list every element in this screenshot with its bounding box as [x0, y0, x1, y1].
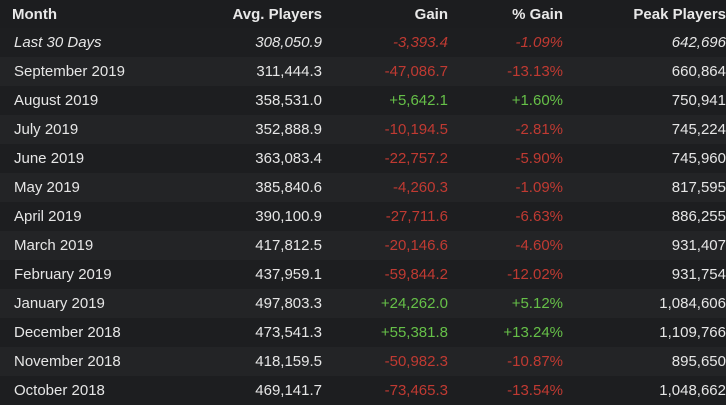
month-cell: February 2019 [14, 266, 112, 283]
month-cell: Last 30 Days [14, 34, 102, 51]
pct-gain-cell: -1.09% [515, 34, 563, 51]
table-row: Last 30 Days 308,050.9 -3,393.4 -1.09% 642,6… [0, 28, 726, 57]
gain-cell: -20,146.6 [384, 237, 448, 254]
avg-players-cell: 308,050.9 [255, 34, 322, 51]
avg-players-cell: 437,959.1 [255, 266, 322, 283]
month-cell: November 2018 [14, 353, 121, 370]
peak-players-cell: 642,696 [671, 34, 726, 51]
gain-cell: -47,086.7 [384, 63, 448, 80]
header-gain[interactable]: Gain [414, 5, 448, 23]
pct-gain-cell: +13.24% [503, 324, 563, 341]
peak-players-cell: 1,084,606 [659, 295, 726, 312]
header-pct-gain[interactable]: % Gain [512, 5, 563, 23]
peak-players-cell: 886,255 [671, 208, 726, 225]
avg-players-cell: 352,888.9 [255, 121, 322, 138]
gain-cell: -59,844.2 [384, 266, 448, 283]
peak-players-cell: 1,048,662 [659, 382, 726, 399]
gain-cell: -22,757.2 [384, 150, 448, 167]
table-row: July 2019 352,888.9 -10,194.5 -2.81% 745,224 [0, 115, 726, 144]
pct-gain-cell: +5.12% [511, 295, 563, 312]
table-row: August 2019 358,531.0 +5,642.1 +1.60% 750,94… [0, 86, 726, 115]
table-body: Last 30 Days 308,050.9 -3,393.4 -1.09% 642,6… [0, 28, 726, 405]
avg-players-cell: 473,541.3 [255, 324, 322, 341]
peak-players-cell: 931,754 [671, 266, 726, 283]
gain-cell: +24,262.0 [380, 295, 448, 312]
month-cell: July 2019 [14, 121, 79, 138]
table-row: March 2019 417,812.5 -20,146.6 -4.60% 931,40… [0, 231, 726, 260]
month-cell: December 2018 [14, 324, 121, 341]
table-row: October 2018 469,141.7 -73,465.3 -13.54% 1,0… [0, 376, 726, 405]
gain-cell: +5,642.1 [389, 92, 448, 109]
month-cell: October 2018 [14, 382, 105, 399]
gain-cell: -3,393.4 [392, 34, 448, 51]
avg-players-cell: 418,159.5 [255, 353, 322, 370]
month-cell: May 2019 [14, 179, 80, 196]
gain-cell: +55,381.8 [380, 324, 448, 341]
avg-players-cell: 390,100.9 [255, 208, 322, 225]
table-row: December 2018 473,541.3 +55,381.8 +13.24% 1,… [0, 318, 726, 347]
avg-players-cell: 363,083.4 [255, 150, 322, 167]
month-cell: September 2019 [14, 63, 125, 80]
pct-gain-cell: -4.60% [515, 237, 563, 254]
month-cell: April 2019 [14, 208, 82, 225]
peak-players-cell: 1,109,766 [659, 324, 726, 341]
table-row: June 2019 363,083.4 -22,757.2 -5.90% 745,960 [0, 144, 726, 173]
pct-gain-cell: -13.13% [507, 63, 563, 80]
month-cell: March 2019 [14, 237, 94, 254]
table-row: November 2018 418,159.5 -50,982.3 -10.87% 89… [0, 347, 726, 376]
avg-players-cell: 469,141.7 [255, 382, 322, 399]
table-row: February 2019 437,959.1 -59,844.2 -12.02% 93… [0, 260, 726, 289]
pct-gain-cell: -5.90% [515, 150, 563, 167]
peak-players-cell: 895,650 [671, 353, 726, 370]
avg-players-cell: 358,531.0 [255, 92, 322, 109]
header-peak-players[interactable]: Peak Players [633, 5, 726, 23]
peak-players-cell: 817,595 [671, 179, 726, 196]
peak-players-cell: 745,224 [671, 121, 726, 138]
month-cell: August 2019 [14, 92, 99, 109]
pct-gain-cell: +1.60% [511, 92, 563, 109]
pct-gain-cell: -10.87% [507, 353, 563, 370]
avg-players-cell: 311,444.3 [256, 63, 322, 80]
peak-players-cell: 660,864 [671, 63, 726, 80]
gain-cell: -27,711.6 [385, 208, 448, 225]
header-avg-players[interactable]: Avg. Players [232, 5, 323, 23]
peak-players-cell: 931,407 [671, 237, 726, 254]
month-cell: January 2019 [14, 295, 105, 312]
peak-players-cell: 745,960 [671, 150, 726, 167]
header-month[interactable]: Month [12, 5, 57, 23]
table-header-row: Month Avg. Players Gain % Gain Peak Play… [0, 0, 726, 28]
gain-cell: -4,260.3 [392, 179, 448, 196]
pct-gain-cell: -13.54% [507, 382, 563, 399]
peak-players-cell: 750,941 [671, 92, 726, 109]
pct-gain-cell: -6.63% [515, 208, 563, 225]
pct-gain-cell: -12.02% [507, 266, 563, 283]
gain-cell: -50,982.3 [384, 353, 448, 370]
avg-players-cell: 497,803.3 [255, 295, 322, 312]
gain-cell: -10,194.5 [384, 121, 448, 138]
table-row: April 2019 390,100.9 -27,711.6 -6.63% 886,25… [0, 202, 726, 231]
gain-cell: -73,465.3 [384, 382, 448, 399]
table-row: September 2019 311,444.3 -47,086.7 -13.13% 6… [0, 57, 726, 86]
avg-players-cell: 385,840.6 [255, 179, 322, 196]
pct-gain-cell: -1.09% [515, 179, 563, 196]
avg-players-cell: 417,812.5 [255, 237, 322, 254]
pct-gain-cell: -2.81% [515, 121, 563, 138]
table-row: January 2019 497,803.3 +24,262.0 +5.12% 1,08… [0, 289, 726, 318]
month-cell: June 2019 [14, 150, 85, 167]
table-row: May 2019 385,840.6 -4,260.3 -1.09% 817,595 [0, 173, 726, 202]
